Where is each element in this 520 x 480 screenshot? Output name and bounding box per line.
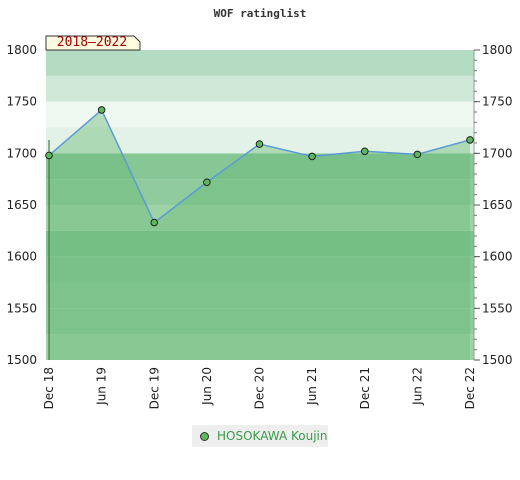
data-point [45, 151, 53, 160]
y-tick-label-left: 1750 [6, 95, 37, 109]
x-tick-label: Jun 22 [410, 367, 424, 406]
axes: 1500 1500 1550 1550 1600 1600 1650 1650 1700 1700… [6, 43, 512, 409]
period-badge-frame [45, 35, 141, 51]
data-point [255, 140, 264, 148]
data-point [308, 152, 316, 161]
background-band [46, 334, 474, 360]
series-area [49, 109, 470, 360]
y-tick-label-right: 1700 [482, 146, 513, 160]
background-band [46, 179, 474, 205]
x-tick-label: Jun 20 [200, 367, 214, 406]
background-band [46, 50, 474, 76]
x-tick-label: Dec 22 [463, 367, 477, 409]
background-band [46, 153, 474, 180]
x-tick-label: Jun 21 [305, 367, 319, 406]
y-tick-label-right: 1750 [482, 95, 513, 109]
period-badge: 2018–2022 [45, 35, 141, 51]
x-tick-label: Dec 20 [253, 367, 267, 409]
y-tick-label-left: 1650 [6, 198, 37, 212]
y-tick-label-right: 1600 [482, 250, 513, 264]
x-tick-label: Jun 19 [95, 367, 109, 406]
background-band [46, 101, 474, 128]
legend: HOSOKAWA Koujin [192, 425, 328, 447]
y-tick-label-left: 1600 [6, 250, 37, 264]
y-tick-label-left: 1800 [6, 43, 37, 57]
background-bands [46, 50, 474, 360]
background-band [46, 205, 474, 231]
x-tick-label: Dec 21 [358, 367, 372, 409]
y-tick-label-right: 1500 [482, 353, 513, 367]
y-tick-label-left: 1500 [6, 353, 37, 367]
legend-marker-icon [200, 431, 209, 441]
y-tick-label-right: 1650 [482, 198, 513, 212]
period-badge-label: 2018–2022 [57, 35, 127, 50]
background-band [46, 282, 474, 309]
data-point [413, 150, 422, 159]
legend-label: HOSOKAWA Koujin [217, 429, 328, 443]
data-point [360, 147, 369, 156]
y-tick-label-right: 1550 [482, 301, 513, 315]
background-band [46, 256, 474, 283]
chart-title: WOF ratinglist [214, 7, 307, 20]
y-tick-label-left: 1550 [6, 301, 37, 315]
data-point [150, 218, 159, 227]
background-band [46, 75, 474, 102]
data-point [466, 136, 474, 144]
y-tick-label-right: 1800 [482, 43, 513, 57]
data-point [203, 178, 211, 187]
x-tick-label: Dec 18 [42, 367, 56, 409]
area-layer [49, 109, 470, 360]
data-marks [45, 106, 474, 227]
y-tick-label-left: 1700 [6, 146, 37, 160]
x-tick-label: Dec 19 [147, 367, 161, 409]
data-point [97, 106, 106, 114]
background-band [46, 230, 474, 257]
background-band [46, 308, 474, 335]
